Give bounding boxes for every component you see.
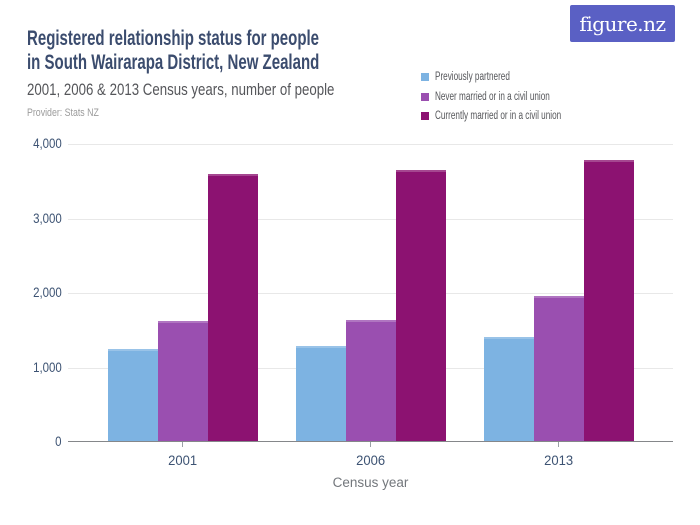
chart-legend: Previously partnered Never married or in …	[421, 71, 613, 130]
legend-item-currently-married-or-in-a-civil-union: Currently married or in a civil union	[421, 110, 613, 122]
y-tick-label-4000: 4,000	[33, 136, 62, 151]
provider-label: Provider: Stats NZ	[27, 107, 99, 119]
bar-2001-previously-partnered	[107, 348, 158, 441]
chart-subtitle: 2001, 2006 & 2013 Census years, number o…	[27, 80, 335, 99]
bar-2006-currently-married-or-in-a-civil-union	[395, 169, 446, 441]
page-title: Registered relationship status for peopl…	[27, 27, 319, 75]
bar-group-2001	[107, 144, 258, 441]
x-tick-label-2013: 2013	[484, 452, 634, 468]
legend-swatch-icon	[421, 73, 429, 81]
gridline-2000	[68, 293, 673, 294]
x-tick-label-2006: 2006	[296, 452, 446, 468]
chart-title-line1: Registered relationship status for peopl…	[27, 27, 320, 50]
y-tick-label-3000: 3,000	[33, 210, 62, 226]
bar-2013-never-married-or-in-a-civil-union	[533, 296, 584, 441]
bar-2013-currently-married-or-in-a-civil-union	[583, 160, 634, 441]
gridline-3000	[68, 218, 673, 220]
legend-item-previously-partnered: Previously partnered	[421, 71, 613, 83]
y-tick-label-0: 0	[55, 434, 62, 449]
y-axis-labels: 0 1,000 2,000 3,000 4,000	[0, 136, 62, 449]
legend-swatch-icon	[421, 92, 429, 101]
plot-area: Census year 2001 2006 2013	[68, 144, 673, 490]
x-tick-label-text-2013: 2013	[544, 452, 573, 468]
legend-item-never-married-or-in-a-civil-union: Never married or in a civil union	[421, 91, 613, 103]
x-tick-label-2001: 2001	[108, 452, 258, 468]
bar-2001-never-married-or-in-a-civil-union	[157, 321, 208, 441]
bar-group-2006	[295, 144, 446, 441]
bar-group-2013	[483, 144, 634, 441]
y-tick-label-1000: 1,000	[33, 359, 62, 375]
legend-label: Never married or in a civil union	[435, 90, 550, 103]
figurenz-logo-text: figure.nz	[579, 11, 666, 36]
legend-label: Previously partnered	[435, 71, 510, 83]
x-tick-2001	[182, 442, 183, 447]
x-tick-label-text-2006: 2006	[356, 452, 385, 468]
x-tick-label-text-2001: 2001	[168, 452, 197, 468]
x-axis-line	[68, 441, 673, 442]
bar-2006-never-married-or-in-a-civil-union	[345, 320, 396, 441]
bar-2006-previously-partnered	[295, 345, 346, 441]
x-axis-title-text: Census year	[332, 475, 409, 490]
x-tick-2013	[558, 442, 559, 447]
bar-2001-currently-married-or-in-a-civil-union	[207, 174, 258, 441]
legend-label: Currently married or in a civil union	[435, 110, 562, 122]
figurenz-logo[interactable]: figure.nz	[570, 5, 675, 42]
chart-title-line2: in South Wairarapa District, New Zealand	[27, 51, 320, 74]
legend-swatch-icon	[421, 112, 429, 120]
y-tick-label-2000: 2,000	[33, 285, 62, 300]
gridline-4000	[68, 144, 673, 145]
bar-2013-previously-partnered	[483, 336, 534, 441]
x-axis-title: Census year	[68, 475, 673, 490]
x-tick-2006	[370, 442, 371, 447]
